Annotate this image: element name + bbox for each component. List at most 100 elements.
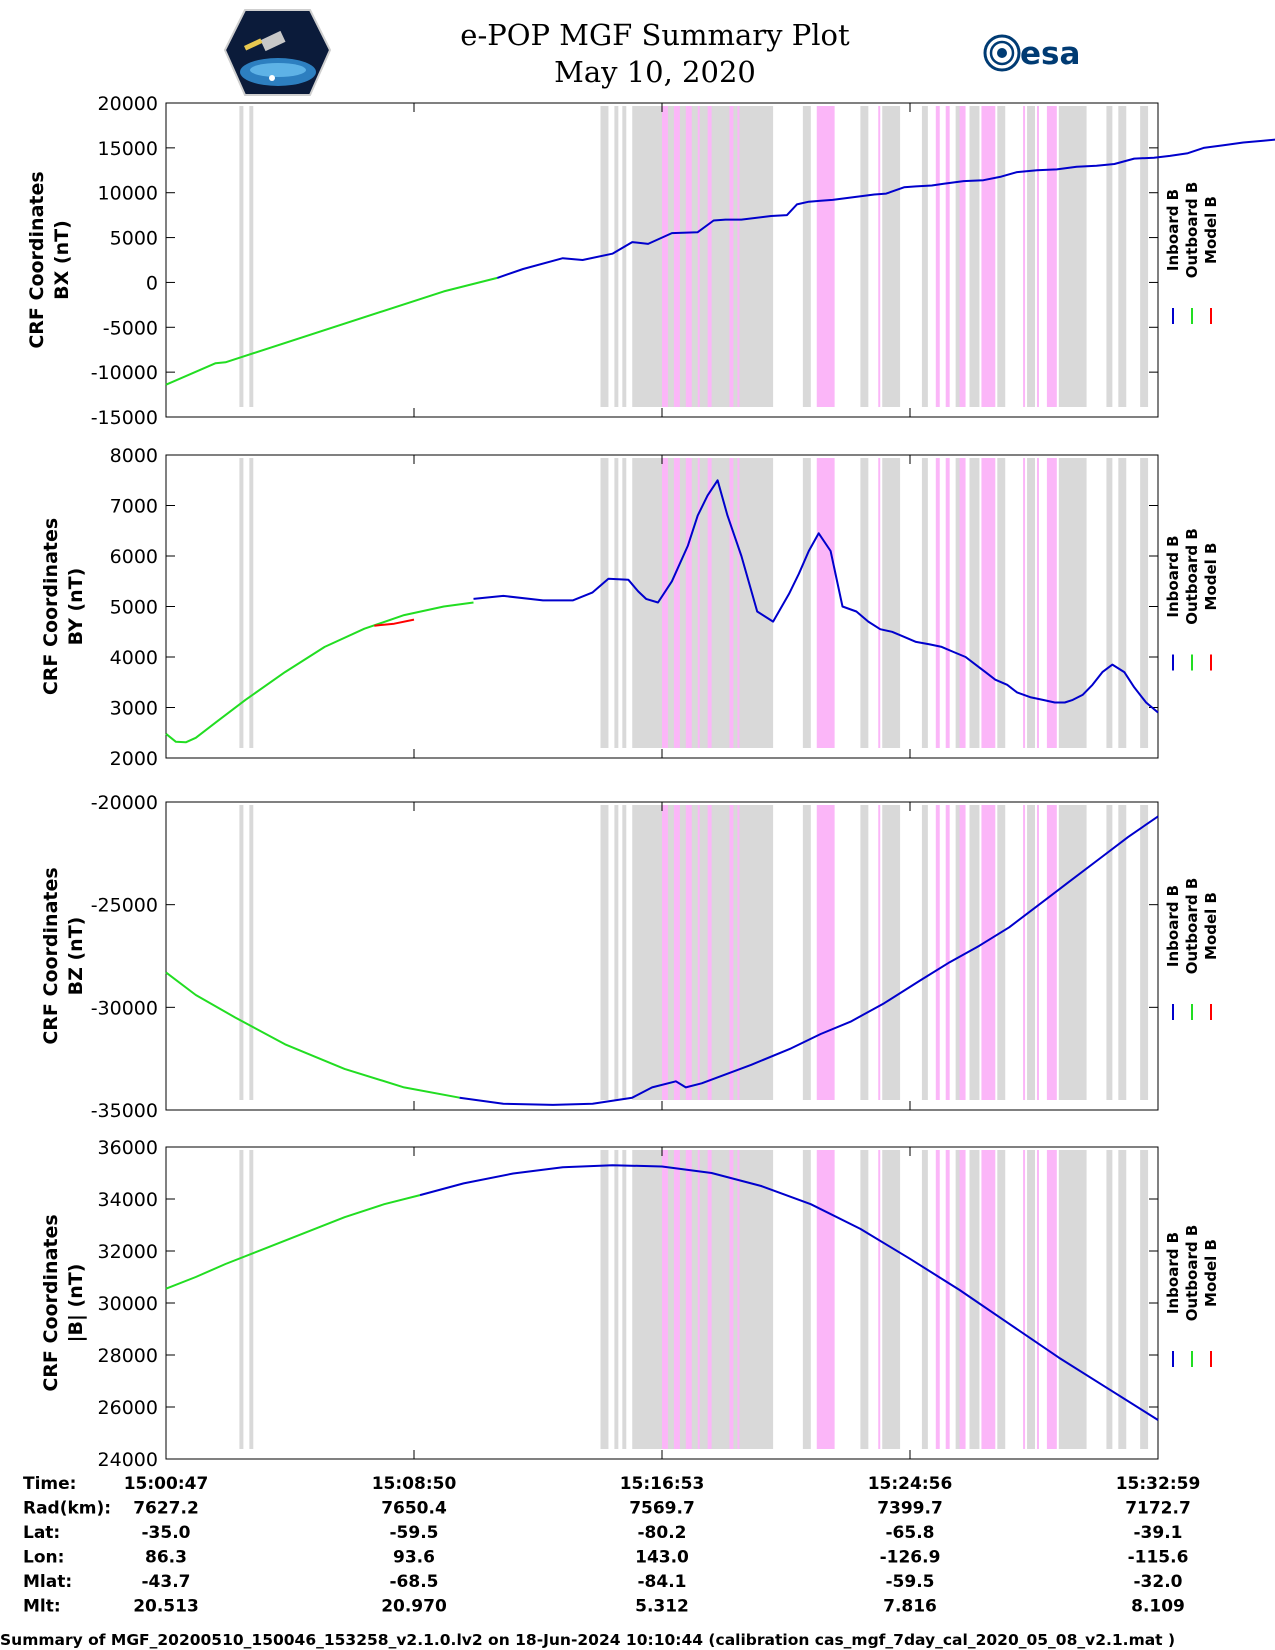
series-inboard-b [496, 138, 1275, 279]
pink-band-11 [959, 805, 966, 1100]
gray-band-9 [921, 106, 928, 407]
gray-band-1 [249, 106, 254, 407]
pink-band-13 [1023, 458, 1026, 748]
gray-band-16 [1118, 458, 1127, 748]
pink-band-1 [673, 106, 680, 407]
pink-band-2 [685, 106, 692, 407]
gray-band-14 [1058, 1150, 1087, 1449]
pink-band-13 [1023, 106, 1026, 407]
ephemeris-value: 15:24:56 [868, 1474, 953, 1494]
ephemeris-row-label: Mlat: [23, 1572, 72, 1592]
pink-band-6 [737, 805, 740, 1100]
gray-band-9 [921, 805, 928, 1100]
ytick-label: -35000 [91, 1100, 158, 1122]
gray-band-0 [239, 458, 244, 748]
pink-band-5 [729, 458, 734, 748]
gray-band-12 [997, 805, 1006, 1100]
ephemeris-value: 8.109 [1131, 1597, 1185, 1617]
gray-band-8 [882, 458, 901, 748]
pink-band-8 [878, 106, 881, 407]
pink-band-12 [981, 1150, 996, 1449]
gray-band-4 [622, 106, 627, 407]
series-inboard-b [459, 815, 1159, 1106]
gray-band-2 [600, 1150, 609, 1449]
ephemeris-row-label: Lon: [23, 1548, 64, 1568]
pink-band-14 [1036, 458, 1039, 748]
ytick-label: 20000 [98, 93, 158, 115]
pink-band-7 [816, 1150, 835, 1449]
legend-label: Model B [1202, 1239, 1220, 1307]
ephemeris-value: 15:00:47 [124, 1474, 209, 1494]
gray-band-16 [1118, 1150, 1127, 1449]
pink-band-0 [662, 805, 668, 1100]
ephemeris-value: -65.8 [886, 1523, 935, 1543]
ytick-label: 7000 [110, 496, 158, 518]
title-line1: e-POP MGF Summary Plot [460, 18, 850, 52]
ephemeris-value: -43.7 [142, 1572, 191, 1592]
gray-band-2 [600, 805, 609, 1100]
ytick-label: -10000 [91, 362, 158, 384]
gray-band-3 [614, 458, 619, 748]
ytick-label: 5000 [110, 597, 158, 619]
gray-band-11 [969, 458, 980, 748]
ytick-label: -20000 [91, 792, 158, 814]
pink-band-1 [673, 1150, 680, 1449]
ephemeris-value: -126.9 [880, 1548, 941, 1568]
ephemeris-row-label: Mlt: [23, 1597, 61, 1617]
ytick-label: 2000 [110, 748, 158, 770]
ytick-label: -30000 [91, 997, 158, 1019]
gray-band-5 [632, 106, 774, 407]
ephemeris-value: -59.5 [886, 1572, 935, 1592]
pink-band-2 [685, 805, 692, 1100]
pink-band-8 [878, 1150, 881, 1449]
legend-label: Outboard B [1183, 182, 1201, 279]
pink-band-3 [697, 458, 700, 748]
gray-band-17 [1140, 805, 1149, 1100]
pink-band-3 [697, 1150, 700, 1449]
pink-band-9 [935, 1150, 940, 1449]
pink-band-5 [729, 805, 734, 1100]
gray-band-9 [921, 458, 928, 748]
pink-band-4 [707, 1150, 712, 1449]
legend-label: Outboard B [1183, 528, 1201, 625]
ytick-label: 36000 [98, 1137, 158, 1159]
ytick-label: 24000 [98, 1449, 158, 1471]
series-model-b [374, 618, 415, 627]
gray-band-8 [882, 805, 901, 1100]
pink-band-14 [1036, 106, 1039, 407]
gray-band-12 [997, 106, 1006, 407]
gray-band-13 [1027, 1150, 1035, 1449]
series-inboard-b [419, 1164, 1159, 1421]
cassiope-mission-logo [223, 9, 332, 96]
ephemeris-value: 7650.4 [381, 1499, 447, 1519]
series-inboard-b [473, 479, 1159, 714]
ylabel-line1: CRF Coordinates [40, 867, 62, 1044]
ephemeris-value: 93.6 [393, 1548, 435, 1568]
gray-band-16 [1118, 106, 1127, 407]
gray-band-17 [1140, 106, 1149, 407]
pink-band-0 [662, 106, 668, 407]
pink-band-6 [737, 458, 740, 748]
pink-band-8 [878, 458, 881, 748]
ylabel-line1: CRF Coordinates [40, 518, 62, 695]
pink-band-7 [816, 805, 835, 1100]
ytick-label: -25000 [91, 895, 158, 917]
ephemeris-value: -84.1 [638, 1572, 687, 1592]
pink-band-13 [1023, 805, 1026, 1100]
gray-band-3 [614, 805, 619, 1100]
ytick-label: -5000 [103, 317, 158, 339]
chart-panels: 20000 15000 10000 5000 0 -5000 -10000 -15000 CRF… [26, 93, 1275, 1471]
ephemeris-value: -39.1 [1134, 1523, 1183, 1543]
gray-band-14 [1058, 805, 1087, 1100]
pink-band-4 [707, 106, 712, 407]
ephemeris-value: -80.2 [638, 1523, 687, 1543]
gray-band-7 [860, 805, 869, 1100]
pink-band-8 [878, 805, 881, 1100]
ytick-label: 6000 [110, 546, 158, 568]
ephemeris-value: 15:16:53 [620, 1474, 705, 1494]
gray-band-12 [997, 1150, 1006, 1449]
ytick-label: 30000 [98, 1293, 158, 1315]
gray-band-15 [1106, 106, 1113, 407]
ylabel-line2: |B| (nT) [65, 1264, 87, 1343]
ylabel-line2: BZ (nT) [65, 917, 87, 996]
